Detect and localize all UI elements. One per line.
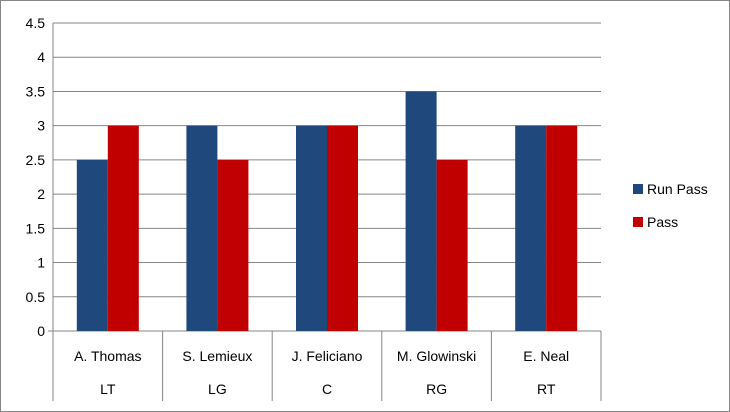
x-position-label: LT xyxy=(100,381,116,397)
legend: Run Pass Pass xyxy=(633,181,708,230)
y-tick-label: 1 xyxy=(37,255,45,271)
bar-pass xyxy=(546,125,578,332)
x-category-label: J. Feliciano xyxy=(292,348,363,364)
axes xyxy=(48,23,602,401)
y-tick-label: 0 xyxy=(37,323,45,339)
bar-pass xyxy=(107,125,139,332)
y-tick-label: 2.5 xyxy=(26,152,46,168)
x-position-label: LG xyxy=(208,381,227,397)
y-tick-label: 4.5 xyxy=(26,15,46,31)
x-category-label: S. Lemieux xyxy=(182,348,252,364)
legend-swatch xyxy=(633,217,643,227)
bar-run-pass xyxy=(76,159,108,331)
legend-label: Pass xyxy=(647,214,678,230)
axis-labels: 0 0.5 1 1.5 2 2.5 3 3.5 4 4.5 A. Thomas LT S. Lemieu… xyxy=(26,15,570,397)
x-position-label: RT xyxy=(537,381,556,397)
x-category-label: E. Neal xyxy=(523,348,569,364)
y-tick-label: 0.5 xyxy=(26,289,46,305)
y-tick-label: 2 xyxy=(37,186,45,202)
bar-run-pass xyxy=(186,125,218,332)
y-tick-label: 3 xyxy=(37,118,45,134)
bar-run-pass xyxy=(296,125,327,332)
bars xyxy=(76,91,578,332)
x-position-label: C xyxy=(322,381,332,397)
x-category-label: M. Glowinski xyxy=(397,348,476,364)
x-position-label: RG xyxy=(426,381,447,397)
bar-pass xyxy=(217,159,249,331)
legend-label: Run Pass xyxy=(647,181,708,197)
bar-run-pass xyxy=(515,125,547,332)
y-tick-label: 4 xyxy=(37,49,45,65)
x-category-label: A. Thomas xyxy=(74,348,141,364)
bar-pass xyxy=(327,125,358,332)
y-tick-label: 1.5 xyxy=(26,220,46,236)
bar-run-pass xyxy=(405,91,437,331)
y-tick-label: 3.5 xyxy=(26,83,46,99)
bar-pass xyxy=(436,159,468,331)
legend-swatch xyxy=(633,184,643,194)
